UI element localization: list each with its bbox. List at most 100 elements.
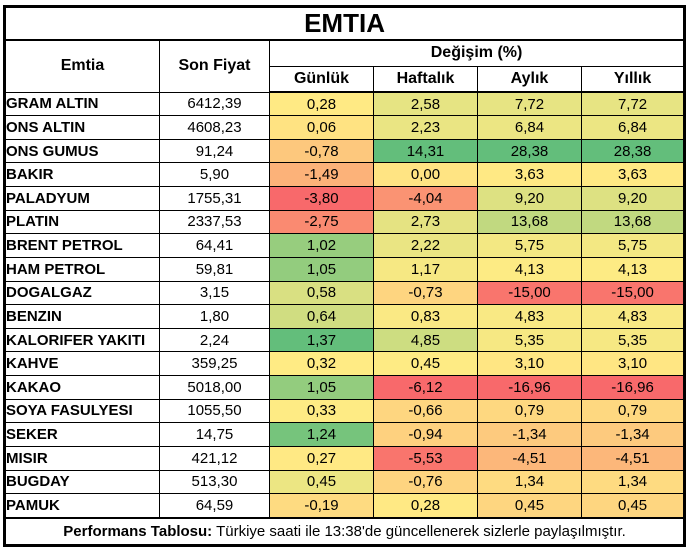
daily-change-cell: 0,45 xyxy=(269,469,374,495)
yearly-change-cell: 3,10 xyxy=(580,351,686,376)
last-price-cell: 1,80 xyxy=(159,304,270,329)
commodity-name-cell: ONS GUMUS xyxy=(4,138,160,164)
col-header-weekly: Haftalık xyxy=(373,65,478,93)
commodity-name-cell: GRAM ALTIN xyxy=(4,91,160,117)
last-price-cell: 3,15 xyxy=(159,280,270,306)
table-header: EMTIA Emtia Son Fiyat Değişim (%) Günlük… xyxy=(3,6,686,93)
last-price-cell: 64,59 xyxy=(159,493,270,518)
commodity-name-cell: PALADYUM xyxy=(4,186,160,211)
commodity-name-cell: MISIR xyxy=(4,445,160,471)
weekly-change-cell: -0,73 xyxy=(373,280,478,306)
yearly-change-cell: 4,13 xyxy=(580,256,686,282)
col-header-last-price: Son Fiyat xyxy=(159,39,270,93)
yearly-change-cell: 0,79 xyxy=(580,398,686,424)
last-price-cell: 4608,23 xyxy=(159,115,270,140)
commodity-row: BENZIN 1,80 0,64 0,83 4,83 4,83 xyxy=(4,304,686,329)
yearly-change-cell: 1,34 xyxy=(580,469,686,495)
last-price-cell: 513,30 xyxy=(159,469,270,495)
yearly-change-cell: -16,96 xyxy=(580,375,686,400)
daily-change-cell: 1,24 xyxy=(269,422,374,447)
commodity-row: PAMUK 64,59 -0,19 0,28 0,45 0,45 xyxy=(4,493,686,518)
col-header-daily: Günlük xyxy=(269,65,374,93)
commodity-row: BUGDAY 513,30 0,45 -0,76 1,34 1,34 xyxy=(4,469,686,495)
monthly-change-cell: 4,13 xyxy=(477,256,582,282)
last-price-cell: 5018,00 xyxy=(159,375,270,400)
table-footer: Performans Tablosu: Türkiye saati ile 13… xyxy=(3,516,686,546)
daily-change-cell: 1,37 xyxy=(269,327,374,353)
monthly-change-cell: -15,00 xyxy=(477,280,582,306)
daily-change-cell: -3,80 xyxy=(269,186,374,211)
col-header-commodity: Emtia xyxy=(4,39,160,93)
yearly-change-cell: 5,35 xyxy=(580,327,686,353)
commodity-name-cell: KALORIFER YAKITI xyxy=(4,327,160,353)
yearly-change-cell: -4,51 xyxy=(580,445,686,471)
commodity-name-cell: KAHVE xyxy=(4,351,160,376)
commodity-name-cell: PLATIN xyxy=(4,209,160,235)
daily-change-cell: 0,06 xyxy=(269,115,374,140)
last-price-cell: 2337,53 xyxy=(159,209,270,235)
monthly-change-cell: 28,38 xyxy=(477,138,582,164)
daily-change-cell: -0,19 xyxy=(269,493,374,518)
weekly-change-cell: -6,12 xyxy=(373,375,478,400)
commodity-name-cell: HAM PETROL xyxy=(4,256,160,282)
commodity-row: BRENT PETROL 64,41 1,02 2,22 5,75 5,75 xyxy=(4,233,686,258)
weekly-change-cell: -5,53 xyxy=(373,445,478,471)
commodity-row: KAKAO 5018,00 1,05 -6,12 -16,96 -16,96 xyxy=(4,375,686,400)
footer-note: Performans Tablosu: Türkiye saati ile 13… xyxy=(3,516,686,546)
table-title: EMTIA xyxy=(3,6,686,41)
weekly-change-cell: -0,66 xyxy=(373,398,478,424)
last-price-cell: 2,24 xyxy=(159,327,270,353)
daily-change-cell: 0,33 xyxy=(269,398,374,424)
commodity-row: ONS GUMUS 91,24 -0,78 14,31 28,38 28,38 xyxy=(4,138,686,164)
footer-label: Performans Tablosu: xyxy=(63,522,213,540)
commodity-name-cell: BUGDAY xyxy=(4,469,160,495)
commodity-row: HAM PETROL 59,81 1,05 1,17 4,13 4,13 xyxy=(4,256,686,282)
commodity-row: ONS ALTIN 4608,23 0,06 2,23 6,84 6,84 xyxy=(4,115,686,140)
monthly-change-cell: -1,34 xyxy=(477,422,582,447)
commodity-name-cell: PAMUK xyxy=(4,493,160,518)
daily-change-cell: -2,75 xyxy=(269,209,374,235)
weekly-change-cell: -0,76 xyxy=(373,469,478,495)
weekly-change-cell: 0,45 xyxy=(373,351,478,376)
last-price-cell: 1755,31 xyxy=(159,186,270,211)
yearly-change-cell: 9,20 xyxy=(580,186,686,211)
last-price-cell: 91,24 xyxy=(159,138,270,164)
monthly-change-cell: -4,51 xyxy=(477,445,582,471)
monthly-change-cell: 13,68 xyxy=(477,209,582,235)
commodity-row: KAHVE 359,25 0,32 0,45 3,10 3,10 xyxy=(4,351,686,376)
yearly-change-cell: 3,63 xyxy=(580,162,686,187)
yearly-change-cell: 13,68 xyxy=(580,209,686,235)
last-price-cell: 421,12 xyxy=(159,445,270,471)
last-price-cell: 5,90 xyxy=(159,162,270,187)
yearly-change-cell: 7,72 xyxy=(580,91,686,117)
weekly-change-cell: 2,22 xyxy=(373,233,478,258)
monthly-change-cell: 7,72 xyxy=(477,91,582,117)
commodity-row: MISIR 421,12 0,27 -5,53 -4,51 -4,51 xyxy=(4,445,686,471)
commodity-name-cell: SEKER xyxy=(4,422,160,447)
commodity-name-cell: SOYA FASULYESI xyxy=(4,398,160,424)
monthly-change-cell: 0,79 xyxy=(477,398,582,424)
monthly-change-cell: 9,20 xyxy=(477,186,582,211)
yearly-change-cell: 6,84 xyxy=(580,115,686,140)
last-price-cell: 6412,39 xyxy=(159,91,270,117)
daily-change-cell: 0,58 xyxy=(269,280,374,306)
commodity-row: BAKIR 5,90 -1,49 0,00 3,63 3,63 xyxy=(4,162,686,187)
monthly-change-cell: 3,63 xyxy=(477,162,582,187)
table-body: GRAM ALTIN 6412,39 0,28 2,58 7,72 7,72 ONS ALT… xyxy=(4,91,686,518)
yearly-change-cell: 0,45 xyxy=(580,493,686,518)
last-price-cell: 59,81 xyxy=(159,256,270,282)
commodity-name-cell: BAKIR xyxy=(4,162,160,187)
last-price-cell: 64,41 xyxy=(159,233,270,258)
commodity-row: SEKER 14,75 1,24 -0,94 -1,34 -1,34 xyxy=(4,422,686,447)
last-price-cell: 359,25 xyxy=(159,351,270,376)
weekly-change-cell: 1,17 xyxy=(373,256,478,282)
yearly-change-cell: -1,34 xyxy=(580,422,686,447)
yearly-change-cell: 28,38 xyxy=(580,138,686,164)
col-header-yearly: Yıllık xyxy=(580,65,686,93)
weekly-change-cell: 2,58 xyxy=(373,91,478,117)
commodity-row: DOGALGAZ 3,15 0,58 -0,73 -15,00 -15,00 xyxy=(4,280,686,306)
commodity-row: PALADYUM 1755,31 -3,80 -4,04 9,20 9,20 xyxy=(4,186,686,211)
yearly-change-cell: 4,83 xyxy=(580,304,686,329)
daily-change-cell: 0,32 xyxy=(269,351,374,376)
